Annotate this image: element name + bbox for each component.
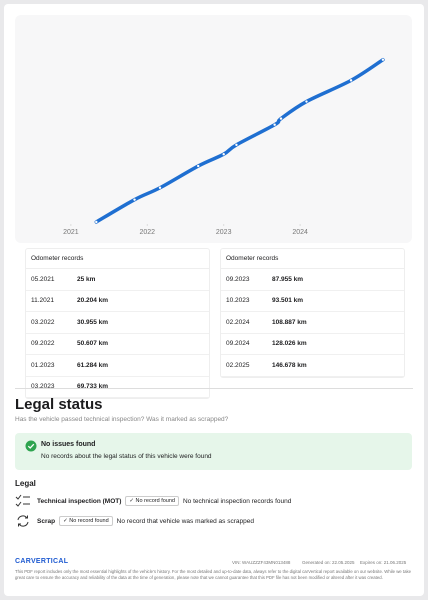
record-date: 03.2022 bbox=[31, 318, 55, 326]
record-km: 50.607 km bbox=[77, 340, 109, 348]
point bbox=[273, 123, 276, 126]
mot-icon bbox=[15, 494, 30, 507]
record-date: 11.2021 bbox=[31, 297, 55, 305]
records-right: Odometer records 09.2023 87.955 km 10.2023… bbox=[220, 248, 405, 378]
x-tick-label: 2021 bbox=[63, 229, 79, 236]
logo: CARVERTICAL bbox=[15, 558, 69, 565]
notice-box: No issues found No records about the leg… bbox=[15, 433, 412, 470]
record-date: 01.2023 bbox=[31, 361, 55, 369]
record-km: 30.955 km bbox=[77, 318, 109, 326]
disclaimer: This PDF report includes only the most e… bbox=[15, 569, 412, 580]
legal-title: Legal status bbox=[15, 396, 103, 413]
record-row: 02.2025 146.678 km bbox=[221, 355, 404, 377]
notice-title: No issues found bbox=[41, 441, 96, 448]
record-date: 02.2024 bbox=[226, 318, 250, 326]
point bbox=[235, 143, 238, 147]
record-date: 02.2025 bbox=[226, 361, 250, 369]
record-row: 10.2023 93.501 km bbox=[221, 291, 404, 312]
record-row: 09.2022 50.607 km bbox=[26, 334, 209, 355]
legal-item: Technical inspection (MOT) ✓ No record f… bbox=[15, 494, 291, 508]
table-title: Odometer records bbox=[26, 249, 209, 269]
item-badge: ✓ No record found bbox=[125, 496, 179, 506]
record-date: 03.2023 bbox=[31, 383, 55, 391]
record-date: 09.2024 bbox=[226, 340, 250, 348]
record-row: 03.2023 69.733 km bbox=[26, 377, 209, 398]
record-row: 03.2022 30.955 km bbox=[26, 312, 209, 334]
badge-text: No record found bbox=[135, 498, 175, 504]
point bbox=[133, 198, 136, 201]
x-tick-label: 2023 bbox=[216, 229, 232, 236]
check-icon bbox=[25, 440, 37, 452]
records-left: Odometer records 05.2021 25 km 11.2021 20.2… bbox=[25, 248, 210, 399]
expires: Expires on: 21.06.2025 bbox=[360, 560, 407, 565]
record-km: 69.733 km bbox=[77, 383, 109, 391]
item-label: Scrap bbox=[37, 517, 56, 525]
item-text: No record that vehicle was marked as scr… bbox=[116, 517, 254, 525]
report-page: 2021 2022 2023 2024 Odometer records 05.202… bbox=[4, 4, 424, 596]
notice-text: No records about the legal status of thi… bbox=[41, 453, 212, 460]
record-row: 02.2024 108.887 km bbox=[221, 312, 404, 334]
record-date: 09.2022 bbox=[31, 340, 55, 348]
generated: Generated on: 22.05.2025 bbox=[302, 560, 355, 565]
record-km: 128.026 km bbox=[272, 340, 307, 348]
legal-item: Scrap ✓ No record found No record that v… bbox=[15, 514, 254, 528]
chart-panel bbox=[15, 15, 412, 243]
point bbox=[305, 100, 308, 103]
point bbox=[349, 79, 353, 82]
point bbox=[95, 220, 98, 224]
record-km: 87.955 km bbox=[272, 275, 304, 283]
scrap-icon bbox=[17, 515, 29, 527]
table-title: Odometer records bbox=[221, 249, 404, 269]
record-row: 09.2024 128.026 km bbox=[221, 334, 404, 355]
legal-section: Legal bbox=[15, 479, 36, 488]
record-km: 25 km bbox=[77, 275, 96, 283]
divider bbox=[15, 388, 413, 389]
x-tick-label: 2022 bbox=[139, 229, 155, 236]
record-date: 10.2023 bbox=[226, 297, 250, 305]
odometer-chart: 2021 2022 2023 2024 bbox=[15, 15, 412, 243]
record-km: 61.284 km bbox=[77, 361, 109, 369]
record-row: 01.2023 61.284 km bbox=[26, 355, 209, 377]
x-tick-label: 2024 bbox=[292, 229, 308, 236]
record-km: 146.678 km bbox=[272, 361, 307, 369]
record-row: 11.2021 20.204 km bbox=[26, 291, 209, 312]
point bbox=[197, 164, 200, 168]
item-badge: ✓ No record found bbox=[59, 516, 113, 526]
point bbox=[158, 186, 162, 189]
item-text: No technical inspection records found bbox=[182, 497, 292, 505]
badge-text: No record found bbox=[69, 518, 109, 524]
record-date: 05.2021 bbox=[31, 275, 55, 283]
vin: VIN: WAUZZZF43MN013488 bbox=[232, 560, 291, 565]
item-label: Technical inspection (MOT) bbox=[37, 497, 122, 505]
record-row: 09.2023 87.955 km bbox=[221, 269, 404, 291]
record-km: 20.204 km bbox=[77, 297, 109, 305]
record-date: 09.2023 bbox=[226, 275, 250, 283]
legal-subtitle: Has the vehicle passed technical inspect… bbox=[15, 416, 229, 423]
point bbox=[222, 153, 225, 156]
point bbox=[381, 58, 385, 61]
point bbox=[279, 117, 283, 120]
record-km: 93.501 km bbox=[272, 297, 304, 305]
record-row: 05.2021 25 km bbox=[26, 269, 209, 291]
record-km: 108.887 km bbox=[272, 318, 307, 326]
